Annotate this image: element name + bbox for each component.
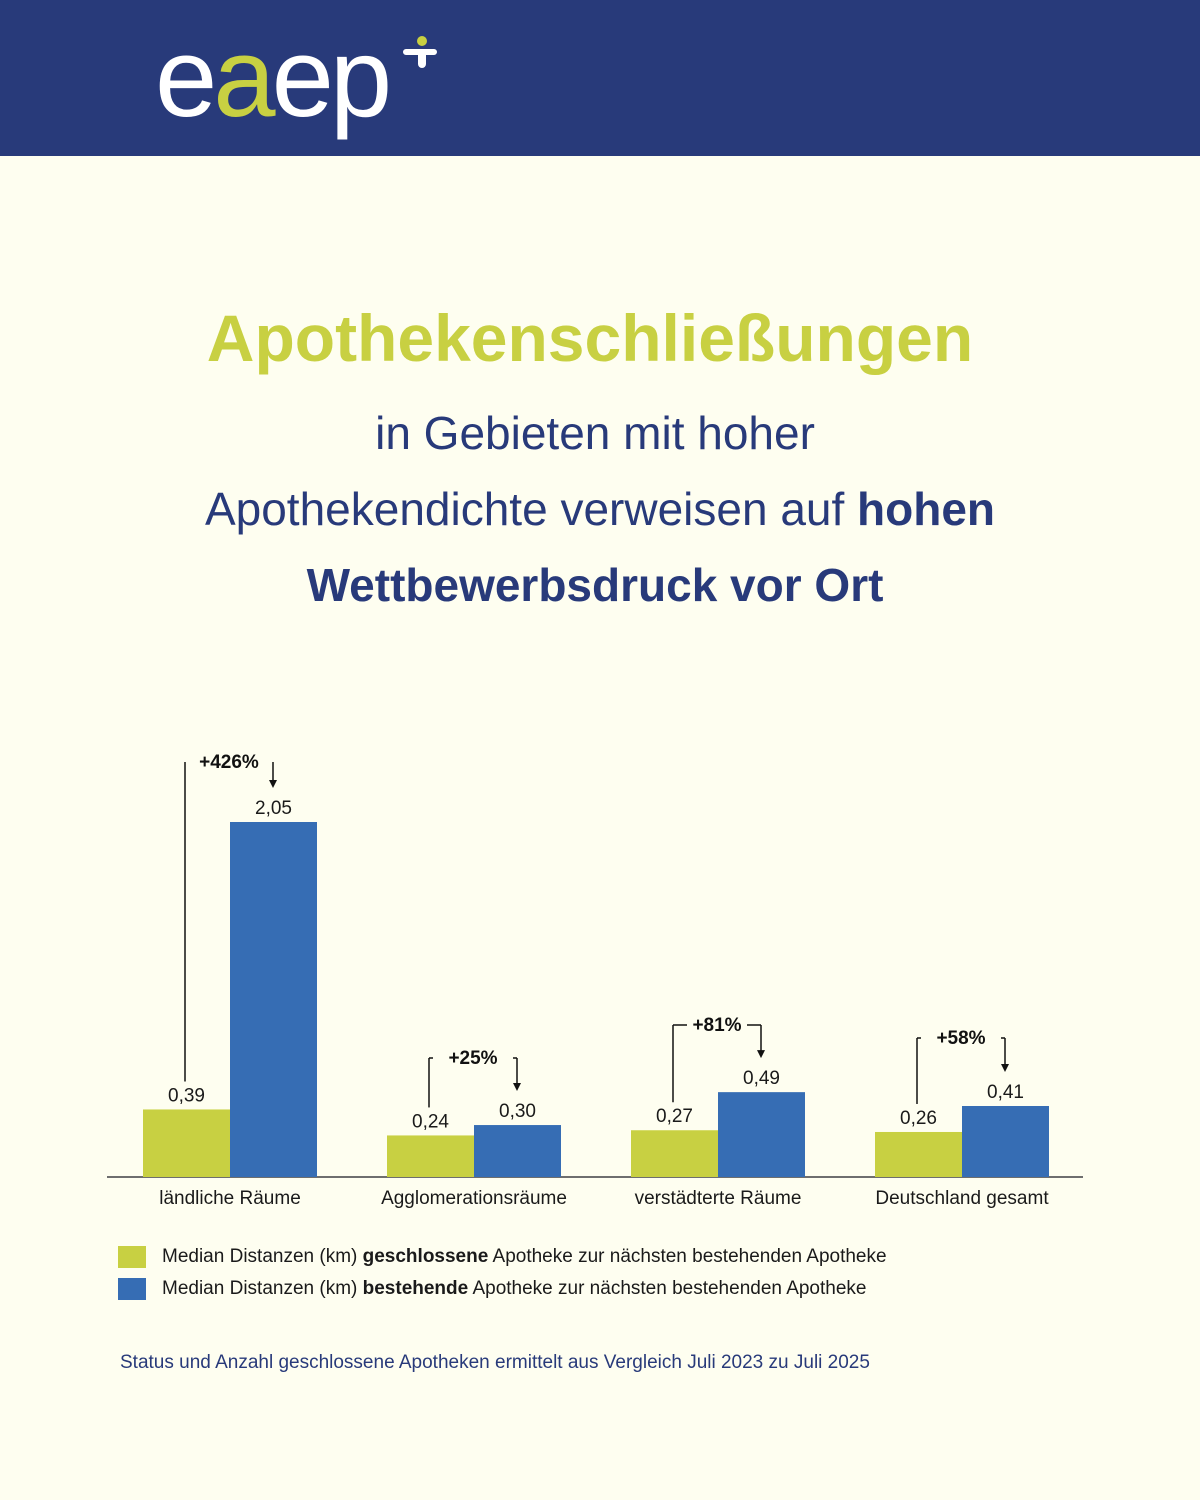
footnote: Status und Anzahl geschlossene Apotheken… bbox=[120, 1352, 870, 1373]
annotation-arrow-head bbox=[1001, 1064, 1009, 1072]
data-label: 0,49 bbox=[743, 1068, 780, 1089]
subtitle-line-2-regular: Apothekendichte verweisen auf bbox=[204, 483, 858, 535]
bar-existing bbox=[230, 822, 317, 1177]
bar-existing bbox=[718, 1092, 805, 1177]
legend-label-existing: Median Distanzen (km) bestehende Apothek… bbox=[162, 1278, 866, 1300]
logo: eaep bbox=[155, 22, 392, 137]
legend-label-closed: Median Distanzen (km) geschlossene Apoth… bbox=[162, 1246, 887, 1268]
bar-closed bbox=[631, 1130, 718, 1177]
annotation-arrow-head bbox=[269, 780, 277, 788]
legend-label-existing-bold: bestehende bbox=[362, 1278, 469, 1299]
bar-closed bbox=[875, 1131, 962, 1177]
legend-label-existing-suffix: Apotheke zur nächsten bestehenden Apothe… bbox=[468, 1278, 867, 1299]
annotation-label: +58% bbox=[936, 1028, 985, 1049]
subtitle-line-2-bold: hohen bbox=[857, 483, 996, 535]
subtitle-line-3: Wettbewerbsdruck vor Ort bbox=[306, 559, 884, 611]
logo-text-e: e bbox=[155, 15, 217, 140]
bar-closed bbox=[387, 1135, 474, 1177]
legend-label-existing-prefix: Median Distanzen (km) bbox=[162, 1278, 363, 1299]
annotation-label: +426% bbox=[199, 752, 259, 773]
page-title: Apothekenschließungen bbox=[206, 301, 974, 375]
category-label: Agglomerationsräume bbox=[381, 1188, 567, 1209]
data-label: 0,30 bbox=[499, 1101, 536, 1122]
header-bar: eaep bbox=[0, 0, 1200, 156]
logo-plus-icon bbox=[403, 36, 437, 68]
legend-swatch-blue bbox=[118, 1278, 146, 1300]
legend-swatch-green bbox=[118, 1246, 146, 1268]
data-label: 0,39 bbox=[168, 1085, 205, 1106]
logo-text-ep: ep bbox=[271, 15, 393, 140]
bar-chart: 0,39 2,05 ländliche Räume +426% 0,24 0,30 Aggl… bbox=[107, 752, 1083, 1209]
data-label: 2,05 bbox=[255, 798, 292, 819]
subtitle-line-2: Apothekendichte verweisen auf hohen bbox=[0, 481, 1200, 537]
annotation-label: +25% bbox=[448, 1048, 497, 1069]
data-label: 0,24 bbox=[412, 1111, 449, 1132]
legend-label-closed-bold: geschlossene bbox=[362, 1246, 489, 1267]
legend-label-closed-prefix: Median Distanzen (km) bbox=[162, 1246, 363, 1267]
category-label: ländliche Räume bbox=[159, 1188, 301, 1209]
legend-label-closed-suffix: Apotheke zur nächsten bestehenden Apothe… bbox=[488, 1246, 887, 1267]
data-label: 0,27 bbox=[656, 1106, 693, 1127]
category-label: Deutschland gesamt bbox=[875, 1188, 1049, 1209]
bar-existing bbox=[474, 1125, 561, 1177]
logo-text-a: a bbox=[213, 15, 275, 140]
category-label: verstädterte Räume bbox=[635, 1188, 802, 1209]
bar-closed bbox=[143, 1109, 230, 1177]
annotation-arrow-head bbox=[513, 1083, 521, 1092]
data-label: 0,41 bbox=[987, 1082, 1024, 1103]
annotation-label: +81% bbox=[692, 1015, 741, 1036]
subtitle-line-1: in Gebieten mit hoher bbox=[375, 407, 815, 459]
annotation-arrow-head bbox=[757, 1050, 765, 1059]
data-label: 0,26 bbox=[900, 1108, 937, 1129]
bar-existing bbox=[962, 1106, 1049, 1177]
